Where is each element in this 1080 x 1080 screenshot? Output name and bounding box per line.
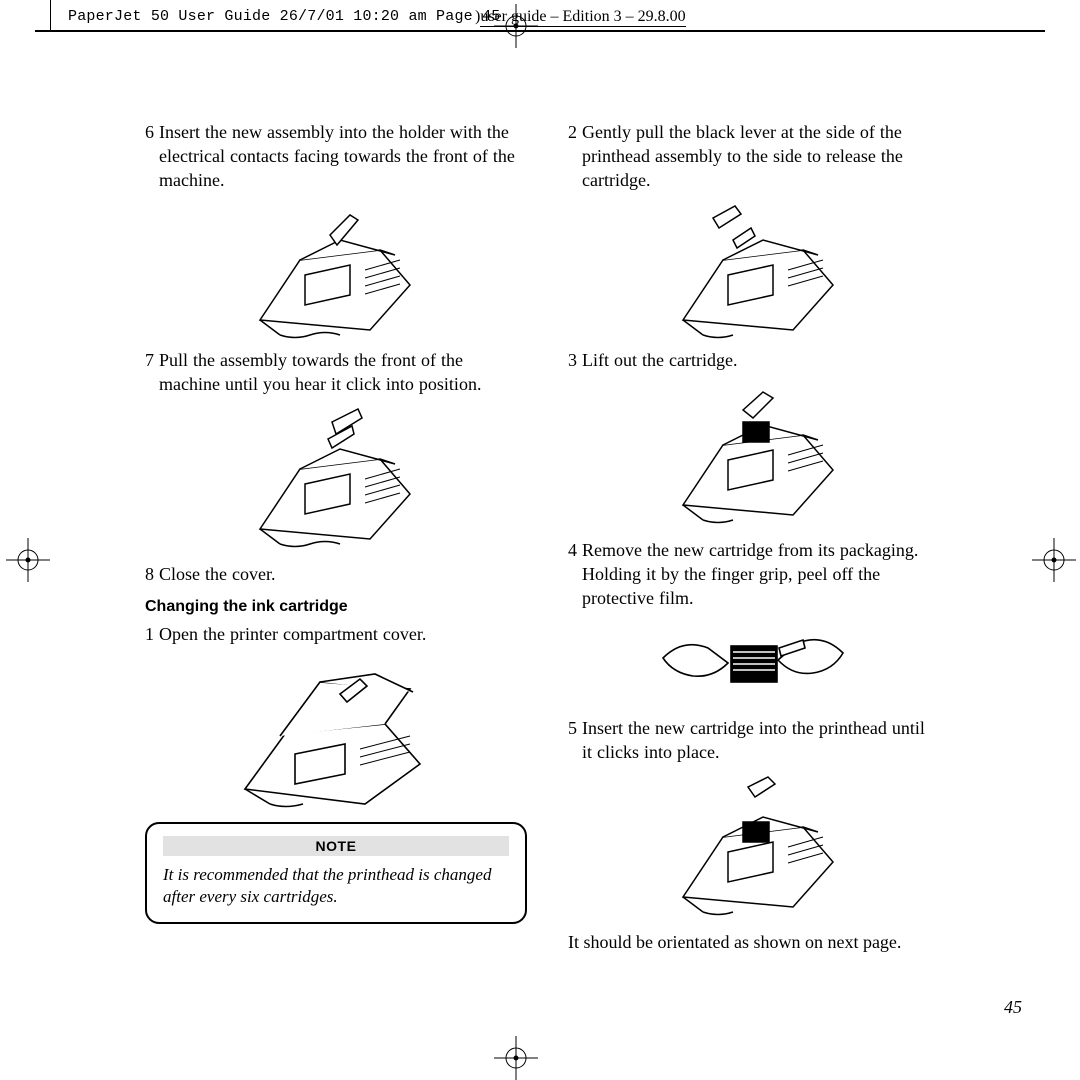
column-left: 6 Insert the new assembly into the holde… — [145, 120, 515, 924]
cropmark-bottom-icon — [494, 1036, 538, 1080]
step-num: 8 — [145, 562, 159, 586]
step-text: Pull the assembly towards the front of t… — [159, 348, 515, 396]
step-text: Insert the new cartridge into the printh… — [582, 716, 938, 764]
note-header: NOTE — [163, 836, 509, 856]
figure-printer-insert-icon — [145, 200, 515, 340]
header-rule — [35, 30, 1045, 32]
step-num: 1 — [145, 622, 159, 646]
note-box: NOTE It is recommended that the printhea… — [145, 822, 527, 924]
header-left: PaperJet 50 User Guide 26/7/01 10:20 am … — [68, 8, 500, 25]
step-num: 6 — [145, 120, 159, 192]
step-num: 4 — [568, 538, 582, 610]
figure-printer-pull-icon — [145, 404, 515, 554]
step-text: Gently pull the black lever at the side … — [582, 120, 938, 192]
step-7: 7 Pull the assembly towards the front of… — [145, 348, 515, 396]
page-number: 45 — [1004, 997, 1022, 1018]
header-underline: user guide – Edition 3 – 29.8.00 — [480, 8, 685, 27]
step-text: Close the cover. — [159, 562, 515, 586]
header-vline — [50, 0, 51, 30]
figure-pull-lever-icon — [568, 200, 938, 340]
step-8: 8 Close the cover. — [145, 562, 515, 586]
step-num: 5 — [568, 716, 582, 764]
step-num: 3 — [568, 348, 582, 372]
step-num: 2 — [568, 120, 582, 192]
step-r4: 4 Remove the new cartridge from its pack… — [568, 538, 938, 610]
step-text: Lift out the cartridge. — [582, 348, 938, 372]
step-c1: 1 Open the printer compartment cover. — [145, 622, 515, 646]
step-text: Remove the new cartridge from its packag… — [582, 538, 938, 610]
figure-open-cover-icon — [145, 654, 515, 814]
note-text: It is recommended that the printhead is … — [163, 864, 509, 908]
trailing-text: It should be orientated as shown on next… — [568, 930, 938, 954]
step-text: Open the printer compartment cover. — [159, 622, 515, 646]
page: PaperJet 50 User Guide 26/7/01 10:20 am … — [0, 0, 1080, 1080]
figure-peel-film-icon — [568, 618, 938, 708]
column-right: 2 Gently pull the black lever at the sid… — [568, 120, 938, 954]
subheading-changing-cartridge: Changing the ink cartridge — [145, 598, 515, 616]
cropmark-right-icon — [1032, 538, 1076, 582]
figure-insert-cartridge-icon — [568, 772, 938, 922]
step-r5: 5 Insert the new cartridge into the prin… — [568, 716, 938, 764]
step-r3: 3 Lift out the cartridge. — [568, 348, 938, 372]
step-text: Insert the new assembly into the holder … — [159, 120, 515, 192]
cropmark-left-icon — [6, 538, 50, 582]
step-num: 7 — [145, 348, 159, 396]
step-r2: 2 Gently pull the black lever at the sid… — [568, 120, 938, 192]
header-right: )user guide – Edition 3 – 29.8.00 — [475, 8, 686, 26]
figure-lift-cartridge-icon — [568, 380, 938, 530]
step-6: 6 Insert the new assembly into the holde… — [145, 120, 515, 192]
